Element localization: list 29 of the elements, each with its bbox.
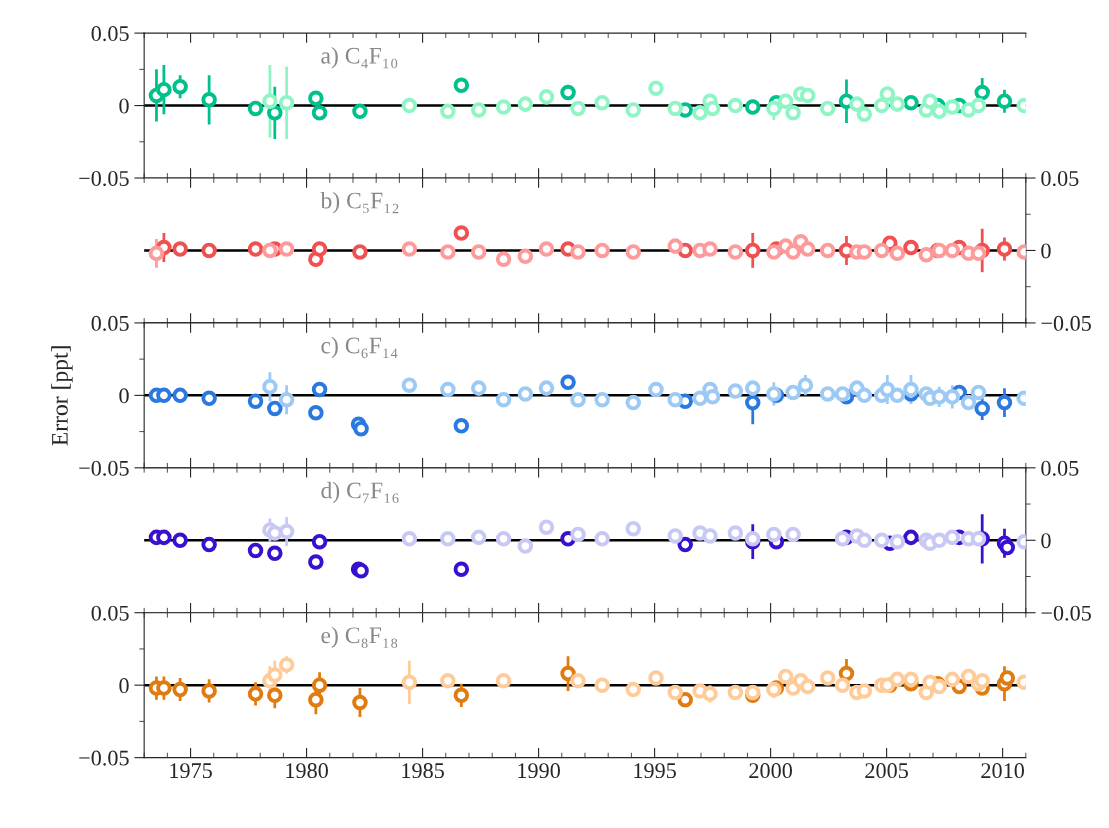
x-tick-label: 1985	[402, 763, 444, 779]
y2-tick-label: 0.05	[1041, 460, 1079, 476]
x-tick-label: 1990	[518, 763, 560, 779]
y-tick-label: 0	[119, 678, 129, 694]
x-tick-label: 2000	[749, 763, 792, 779]
x-tick-label: 2010	[981, 763, 1024, 779]
y-tick-label: 0	[119, 98, 129, 114]
text: c) C₆F₁₄	[321, 336, 398, 359]
y-tick-label: 0.05	[91, 26, 129, 42]
x-tick-label: 2005	[865, 763, 908, 779]
text: b) C₅F₁₂	[320, 191, 399, 214]
y-tick-label: −0.05	[79, 460, 129, 476]
x-tick-label: 1995	[634, 763, 676, 779]
y-tick-label: 0.05	[91, 315, 129, 331]
y2-tick-label: 0.05	[1041, 170, 1079, 187]
y-tick-label: −0.05	[79, 170, 129, 187]
y2-tick-label: −0.05	[1041, 605, 1091, 621]
text: d) C₇F₁₆	[321, 481, 399, 504]
y2-tick-label: 0	[1041, 243, 1051, 259]
y-tick-label: 0	[119, 388, 129, 404]
text: a) C₄F₁₀	[321, 47, 398, 69]
y-tick-label: 0.05	[91, 605, 129, 621]
y-tick-label: −0.05	[79, 750, 129, 766]
text: e) C₈F₁₈	[321, 626, 398, 649]
x-tick-label: 1980	[286, 763, 328, 779]
y2-tick-label: −0.05	[1041, 315, 1091, 331]
y2-tick-label: 0	[1041, 533, 1051, 549]
y-axis-title: Error [ppt]	[51, 346, 73, 446]
x-tick-label: 1975	[170, 763, 212, 779]
